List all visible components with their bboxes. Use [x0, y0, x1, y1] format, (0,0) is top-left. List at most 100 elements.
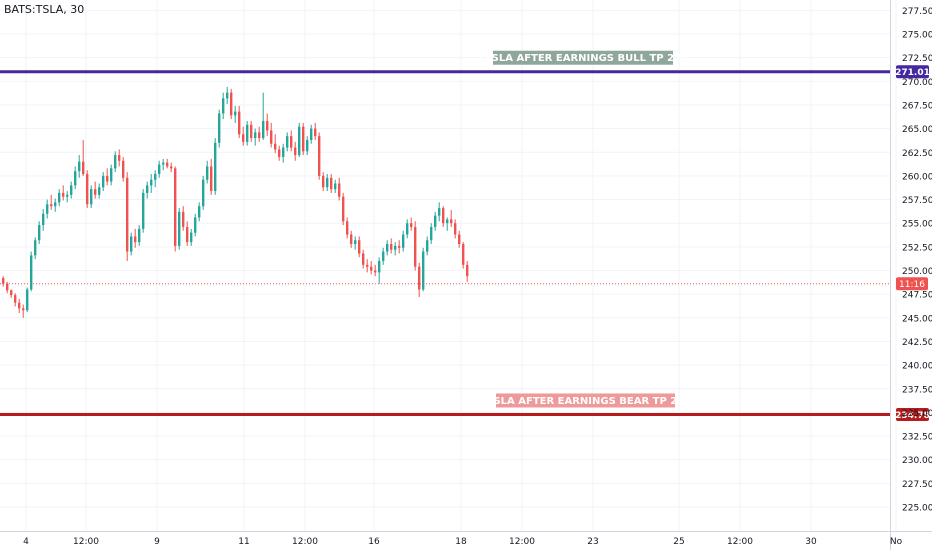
candle-body [230, 92, 233, 116]
bull-label-text: TESLA AFTER EARNINGS BULL TP 270 [478, 53, 688, 64]
candle-body [434, 215, 437, 227]
candle-body [250, 124, 253, 139]
candle-body [98, 187, 101, 195]
y-tick-label: 265.00 [902, 125, 932, 135]
y-tick-label: 262.50 [902, 149, 932, 159]
y-tick-label: 237.50 [902, 385, 932, 395]
price-axis[interactable]: 277.50 275.00 272.50 270.00 267.50 265.00 262.… [890, 0, 932, 550]
candle-body [266, 121, 269, 131]
candle-body [182, 211, 185, 227]
candle-body [198, 206, 201, 218]
candle-body [406, 223, 409, 235]
candle-body [242, 134, 245, 142]
candle-body [386, 244, 389, 252]
candle-body [258, 132, 261, 139]
candle-body [290, 136, 293, 148]
candle-body [374, 270, 377, 273]
candle-body [74, 171, 77, 186]
y-tick-label: 275.00 [902, 31, 932, 41]
candle-body [446, 219, 449, 224]
candle-body [102, 175, 105, 188]
candle-body [330, 177, 333, 190]
candle-body [190, 232, 193, 243]
candle-body [146, 185, 149, 193]
candle-body [218, 113, 221, 143]
bull-label-bg [493, 50, 673, 65]
candle-body [174, 168, 177, 246]
candle-body [430, 226, 433, 241]
y-tick-label: 252.50 [902, 243, 932, 253]
candle-body [186, 226, 189, 243]
candle-body [414, 226, 417, 267]
candle-body [106, 175, 109, 182]
candle-body [274, 143, 277, 150]
y-tick-label: 272.50 [902, 54, 932, 64]
candle-body [422, 251, 425, 290]
candle-body [402, 234, 405, 248]
candle-body [138, 228, 141, 243]
candle-body [114, 155, 117, 169]
candle-body [158, 164, 161, 175]
candle-body [194, 217, 197, 233]
candle-body [246, 124, 249, 142]
candle-body [278, 149, 281, 157]
candle-body [162, 162, 165, 165]
candle-body [286, 136, 289, 148]
candle-body [210, 166, 213, 192]
candle-body [302, 126, 305, 152]
x-tick-label: 12:00 [727, 537, 753, 547]
y-tick-label: 227.50 [902, 480, 932, 490]
bull-price-badge [896, 65, 929, 79]
x-tick-label: 12:00 [73, 537, 99, 547]
y-tick-label: 235.00 [902, 409, 932, 419]
candle-body [86, 174, 89, 205]
x-tick-label: 4 [23, 537, 29, 547]
candle-body [238, 111, 241, 135]
candle-body [346, 221, 349, 235]
bear-label-bg [496, 393, 675, 408]
candle-body [326, 177, 329, 188]
candle-body [306, 139, 309, 152]
last-price-badge [896, 277, 928, 291]
candle-body [390, 244, 393, 250]
candle-body [322, 175, 325, 188]
candle-body [282, 147, 285, 157]
candle-body [454, 223, 457, 235]
candle-body [30, 255, 33, 290]
candle-body [142, 192, 145, 229]
x-tick-label: 23 [587, 537, 598, 547]
candle-body [166, 162, 169, 167]
candle-body [458, 234, 461, 245]
time-axis[interactable]: 4 12:00 9 11 12:00 16 18 12:00 23 25 12:00 30 No [0, 531, 932, 548]
bear-label-text: TESLA AFTER EARNINGS BEAR TP 235 [480, 396, 691, 407]
candle-body [66, 194, 69, 197]
candle-body [134, 236, 137, 243]
symbol-title[interactable]: BATS:TSLA, 30 [4, 3, 85, 16]
candle-body [410, 223, 413, 227]
candle-body [450, 219, 453, 224]
y-tick-label: 225.00 [902, 504, 932, 514]
candle-body [358, 240, 361, 254]
candle-body [22, 308, 25, 311]
y-tick-label: 277.50 [902, 7, 932, 17]
horizontal-lines[interactable]: 11:16 TESLA AFTER EARNINGS BULL TP 270 271… [0, 50, 930, 421]
candle-body [110, 168, 113, 182]
candle-body [54, 202, 57, 207]
candle-body [202, 179, 205, 207]
x-tick-label: No [890, 537, 903, 547]
chart-grid [0, 0, 897, 531]
candle-body [350, 234, 353, 245]
candle-body [122, 160, 125, 178]
y-tick-label: 270.00 [902, 78, 932, 88]
candle-body [262, 121, 265, 139]
candle-body [62, 192, 65, 197]
candle-body [58, 192, 61, 203]
candle-body [234, 111, 237, 116]
bull-price-text: 271.01 [895, 68, 930, 78]
x-tick-label: 16 [368, 537, 380, 547]
candle-body [370, 266, 373, 271]
candle-body [254, 132, 257, 139]
candlestick-series [2, 86, 469, 318]
candle-body [362, 253, 365, 265]
